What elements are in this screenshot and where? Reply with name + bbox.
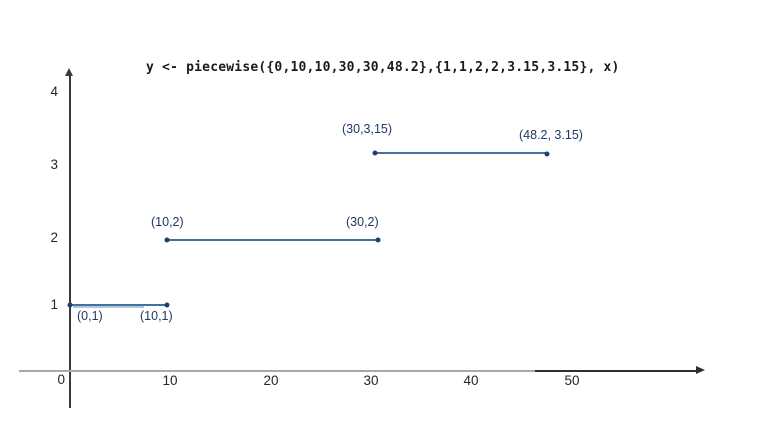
y-axis-line bbox=[69, 76, 71, 408]
point-label-10-2: (10,2) bbox=[151, 215, 184, 229]
x-tick-40: 40 bbox=[463, 373, 479, 388]
x-tick-0: 0 bbox=[57, 372, 65, 387]
chart-title: y <- piecewise({0,10,10,30,30,48.2},{1,1… bbox=[146, 60, 620, 75]
point-30-315 bbox=[372, 150, 378, 156]
segment-1-highlight-line bbox=[73, 306, 144, 308]
x-axis-line-left bbox=[19, 370, 536, 372]
y-tick-1: 1 bbox=[50, 297, 58, 312]
point-10-2 bbox=[164, 237, 170, 243]
point-label-482-315: (48.2, 3.15) bbox=[519, 128, 583, 142]
x-tick-10: 10 bbox=[162, 373, 178, 388]
segment-3-line bbox=[375, 152, 547, 154]
y-axis-arrow-icon bbox=[65, 68, 73, 76]
x-axis-line-right bbox=[535, 370, 697, 372]
y-tick-4: 4 bbox=[50, 84, 58, 99]
point-label-30-2: (30,2) bbox=[346, 215, 379, 229]
point-482-315 bbox=[544, 151, 550, 157]
x-tick-20: 20 bbox=[263, 373, 279, 388]
x-tick-50: 50 bbox=[564, 373, 580, 388]
segment-2-line bbox=[167, 239, 378, 241]
segment-1-line bbox=[70, 304, 167, 306]
x-axis-arrow-icon bbox=[696, 366, 705, 374]
y-tick-2: 2 bbox=[50, 230, 58, 245]
point-0-1 bbox=[67, 302, 73, 308]
x-tick-30: 30 bbox=[363, 373, 379, 388]
point-label-30-315: (30,3,15) bbox=[342, 122, 393, 136]
point-10-1 bbox=[164, 302, 170, 308]
point-label-10-1: (10,1) bbox=[140, 309, 173, 323]
point-30-2 bbox=[375, 237, 381, 243]
y-tick-3: 3 bbox=[50, 157, 58, 172]
point-label-0-1: (0,1) bbox=[77, 309, 103, 323]
